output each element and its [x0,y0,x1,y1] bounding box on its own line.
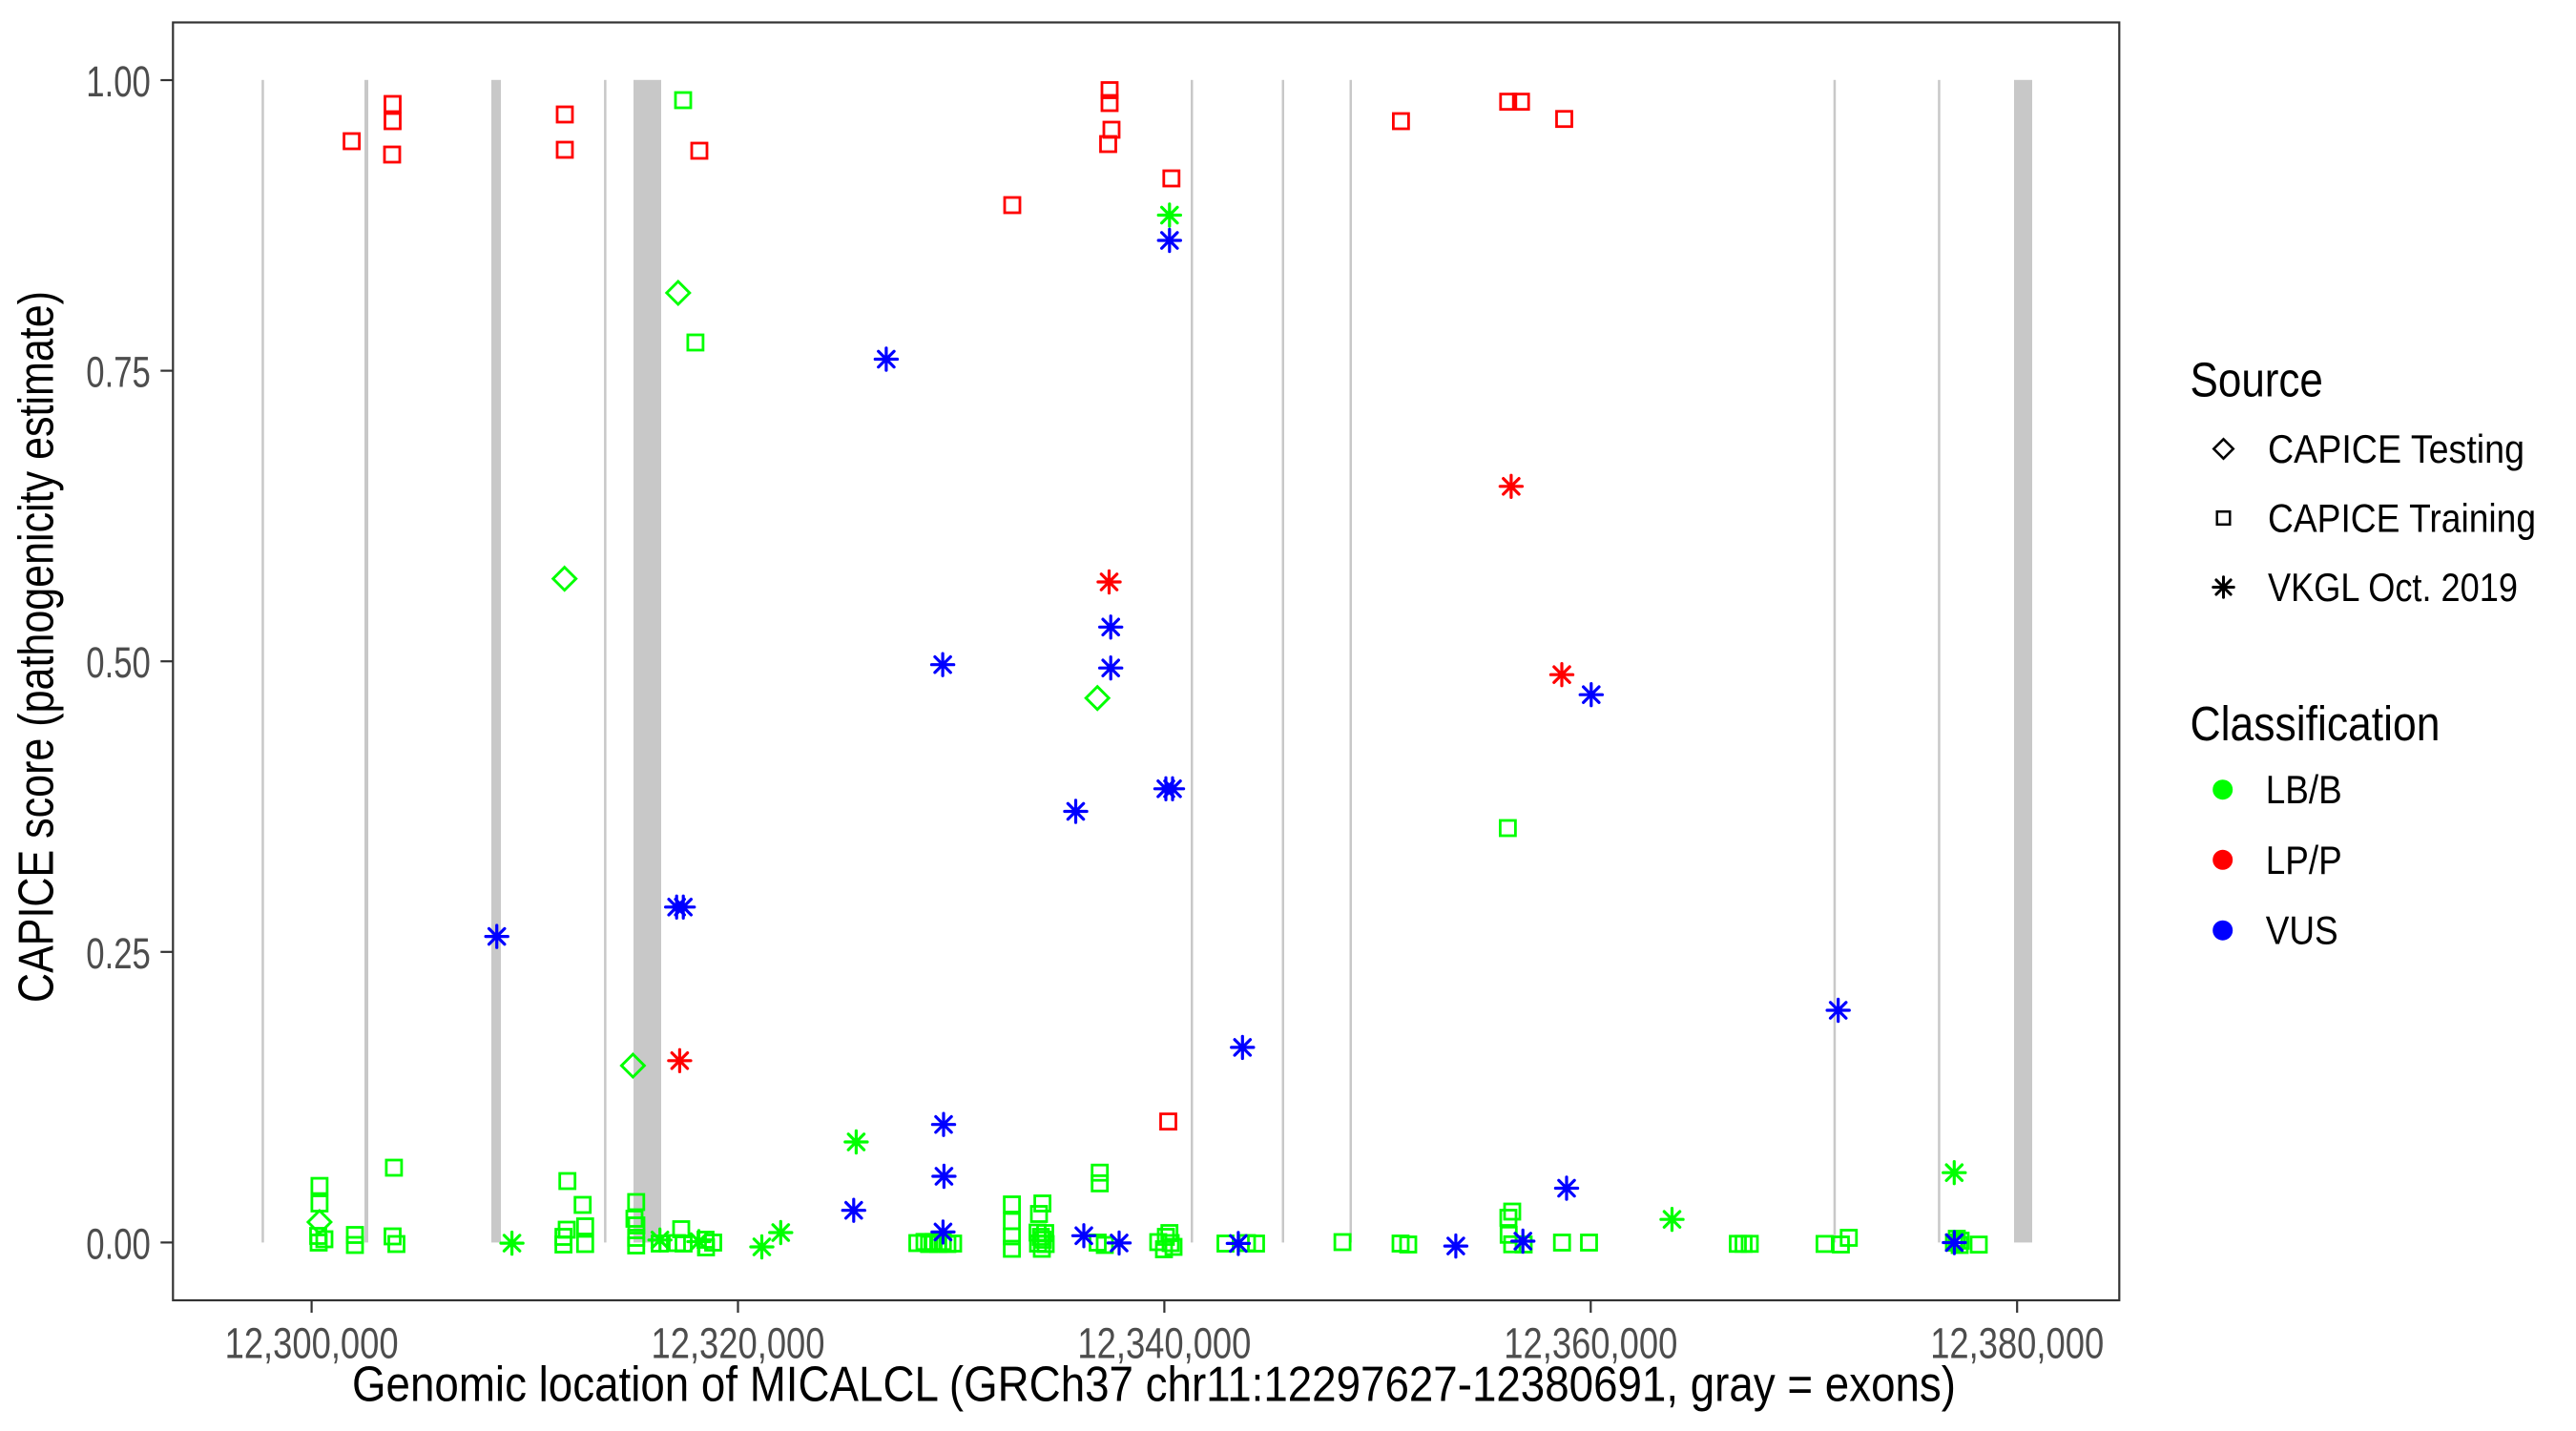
svg-text:LB/B: LB/B [2266,767,2342,812]
svg-text:12,340,000: 12,340,000 [1077,1319,1251,1368]
svg-text:Source: Source [2191,353,2323,407]
svg-text:CAPICE Testing: CAPICE Testing [2268,426,2524,471]
svg-text:12,380,000: 12,380,000 [1930,1319,2104,1368]
svg-text:VUS: VUS [2266,908,2338,953]
svg-text:CAPICE score (pathogenicity es: CAPICE score (pathogenicity estimate) [10,291,65,1003]
svg-text:1.00: 1.00 [86,57,151,106]
svg-text:0.75: 0.75 [86,348,151,397]
svg-text:0.50: 0.50 [86,638,151,687]
svg-text:Genomic location of MICALCL (G: Genomic location of MICALCL (GRCh37 chr1… [352,1358,1956,1413]
svg-text:12,360,000: 12,360,000 [1504,1319,1677,1368]
svg-text:LP/P: LP/P [2266,838,2342,882]
svg-text:CAPICE Training: CAPICE Training [2268,496,2536,541]
svg-text:12,300,000: 12,300,000 [225,1319,399,1368]
svg-text:VKGL Oct. 2019: VKGL Oct. 2019 [2268,565,2518,610]
svg-text:12,320,000: 12,320,000 [652,1319,825,1368]
svg-text:Classification: Classification [2191,696,2441,751]
svg-text:0.00: 0.00 [86,1219,151,1268]
svg-text:0.25: 0.25 [86,929,151,978]
